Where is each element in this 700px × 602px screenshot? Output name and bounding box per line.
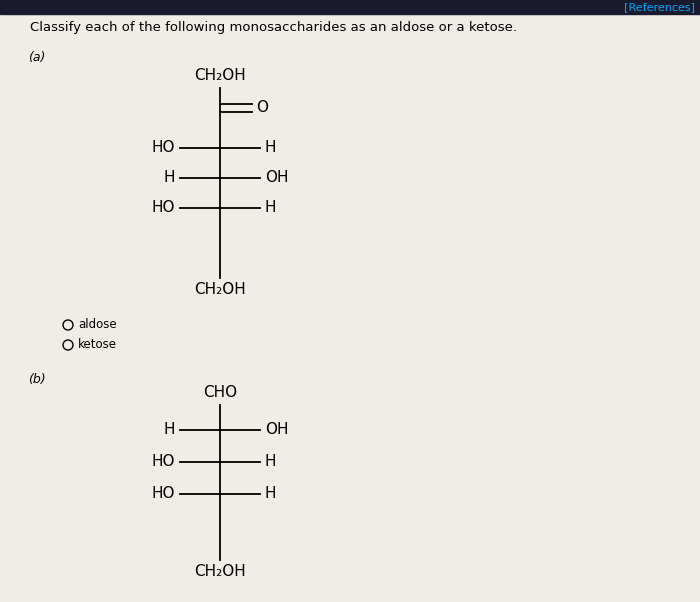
Text: CHO: CHO — [203, 385, 237, 400]
Text: (a): (a) — [28, 52, 46, 64]
Text: [References]: [References] — [624, 2, 695, 12]
Text: HO: HO — [151, 140, 175, 155]
Text: OH: OH — [265, 170, 288, 185]
Text: H: H — [265, 455, 276, 470]
Text: HO: HO — [151, 486, 175, 501]
Text: CH₂OH: CH₂OH — [194, 68, 246, 83]
Text: HO: HO — [151, 200, 175, 216]
Text: CH₂OH: CH₂OH — [194, 282, 246, 297]
Text: H: H — [265, 200, 276, 216]
Text: H: H — [164, 170, 175, 185]
Text: Classify each of the following monosaccharides as an aldose or a ketose.: Classify each of the following monosacch… — [30, 22, 517, 34]
Text: OH: OH — [265, 423, 288, 438]
Text: ketose: ketose — [78, 338, 117, 352]
Text: (b): (b) — [28, 373, 46, 386]
Text: H: H — [265, 486, 276, 501]
Text: O: O — [256, 101, 268, 116]
Bar — [0, 0, 700, 14]
Text: HO: HO — [151, 455, 175, 470]
Text: CH₂OH: CH₂OH — [194, 564, 246, 579]
Text: H: H — [265, 140, 276, 155]
Text: H: H — [164, 423, 175, 438]
Text: aldose: aldose — [78, 318, 117, 332]
